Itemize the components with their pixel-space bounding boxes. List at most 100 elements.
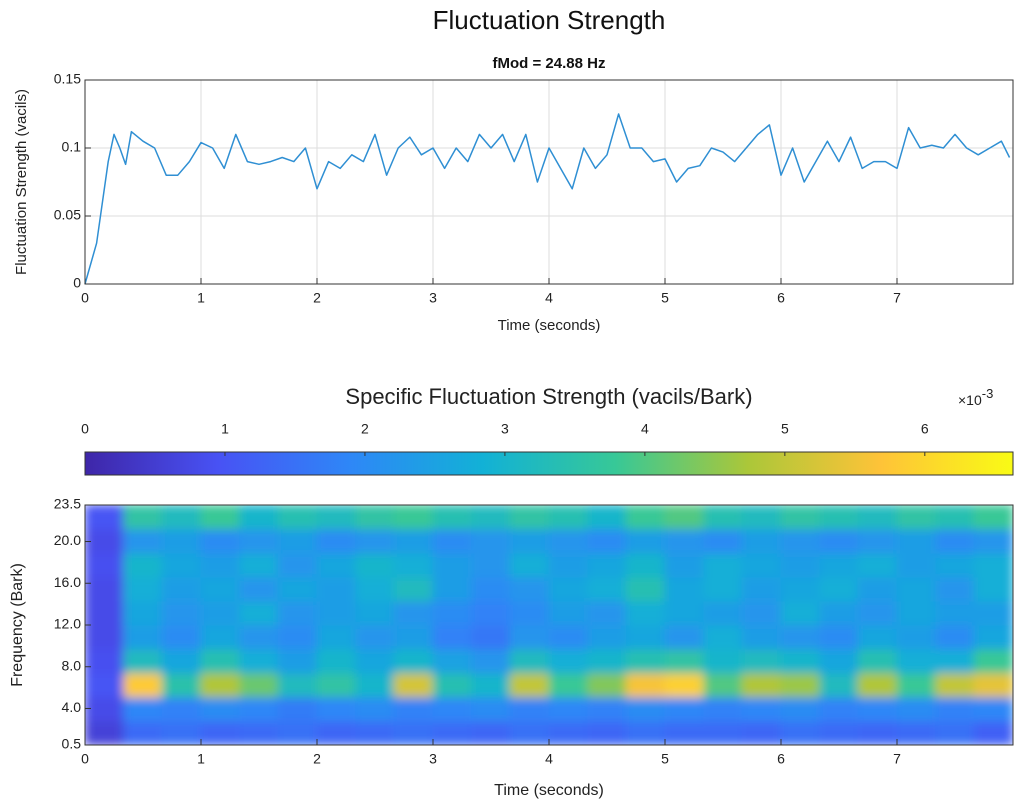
y-tick-label: 4.0 [62,699,82,715]
y-axis-label: Frequency (Bark) [9,563,26,687]
heatmap-cell [509,624,550,650]
heatmap-cell [587,672,627,698]
heatmap-cell [277,528,318,554]
heatmap-cell [625,648,666,674]
x-axis-label: Time (seconds) [494,782,604,799]
data-line [84,113,1011,285]
heatmap-cell [316,720,357,745]
colorbar-tick-label: 4 [641,421,649,437]
x-tick-label: 3 [429,290,437,306]
heatmap-cell [703,528,743,554]
heatmap-cell [896,648,937,674]
heatmap-cell [277,576,318,602]
heatmap-cell [393,505,434,530]
heatmap-cell [277,672,318,698]
heatmap-cell [625,576,666,602]
heatmap-cell [200,600,241,626]
heatmap-cell [548,528,589,554]
heatmap-cell [857,505,898,530]
heatmap-cell [935,648,975,674]
heatmap-cell [200,552,241,578]
y-tick-label: 23.5 [54,496,81,512]
heatmap-cell [316,672,357,698]
heatmap-cell [509,552,550,578]
heatmap-cell [200,576,241,602]
heatmap-cell [548,720,589,745]
heatmap-cell [741,576,782,602]
heatmap-cell [316,505,357,530]
heatmap-cell [85,600,125,626]
heatmap-cell [896,505,937,530]
heatmap-cell [780,648,821,674]
heatmap-cell [896,696,937,722]
heatmap-cell [509,720,550,745]
heatmap-cell [85,576,125,602]
heatmap-cell [587,528,627,554]
heatmap-cell [123,505,163,530]
heatmap-cell [857,672,898,698]
heatmap-cell [161,696,202,722]
heatmap-cell [587,624,627,650]
heatmap-cell [625,624,666,650]
x-tick-label: 4 [545,751,553,767]
heatmap-cell [935,552,975,578]
heatmap-cell [973,552,1013,578]
heatmap-cell [857,576,898,602]
heatmap-cell [548,672,589,698]
heatmap-cell [587,552,627,578]
heatmap-cell [741,528,782,554]
x-tick-label: 2 [313,290,321,306]
heatmap-cell [625,528,666,554]
heatmap-cell [896,528,937,554]
heatmap-cell [935,528,975,554]
x-tick-label: 1 [197,290,205,306]
heatmap-cell [703,552,743,578]
heatmap-cell [703,576,743,602]
heatmap-cell [741,720,782,745]
heatmap-cell [664,600,705,626]
heatmap-cell [432,720,473,745]
heatmap-cell [548,505,589,530]
heatmap-cell [239,528,279,554]
heatmap-cell [277,624,318,650]
heatmap-cell [973,624,1013,650]
x-tick-label: 6 [777,290,785,306]
heatmap-cell [973,648,1013,674]
colorbar-tick-label: 3 [501,421,509,437]
y-tick-label: 0.15 [54,71,81,87]
multiplier-base: ×10 [958,392,982,408]
heatmap-cell [973,672,1013,698]
heatmap-cell [896,624,937,650]
heatmap-cell [780,696,821,722]
heatmap-cell [432,528,473,554]
x-tick-label: 3 [429,751,437,767]
heatmap-cell [277,696,318,722]
heatmap-cell [316,648,357,674]
heatmap-cell [548,696,589,722]
heatmap-cell [161,576,202,602]
heatmap-cell [741,624,782,650]
heatmap-cell [316,528,357,554]
heatmap-cell [625,672,666,698]
heatmap-cell [819,720,859,745]
colorbar-tick-label: 5 [781,421,789,437]
heatmap-cell [935,624,975,650]
heatmap-cell [239,648,279,674]
heatmap-cell [703,696,743,722]
heatmap-cell [277,600,318,626]
heatmap-cell [277,720,318,745]
heatmap-cell [355,528,395,554]
heatmap-cell [471,528,511,554]
heatmap-cell [548,576,589,602]
x-tick-label: 0 [81,751,89,767]
heatmap-cells [85,505,1013,745]
x-tick-label: 1 [197,751,205,767]
heatmap-cell [703,720,743,745]
heatmap-cell [239,552,279,578]
y-tick-label: 0.05 [54,207,81,223]
heatmap-cell [935,505,975,530]
heatmap-cell [471,720,511,745]
heatmap-cell [857,648,898,674]
heatmap-cell [703,648,743,674]
heatmap-cell [123,696,163,722]
